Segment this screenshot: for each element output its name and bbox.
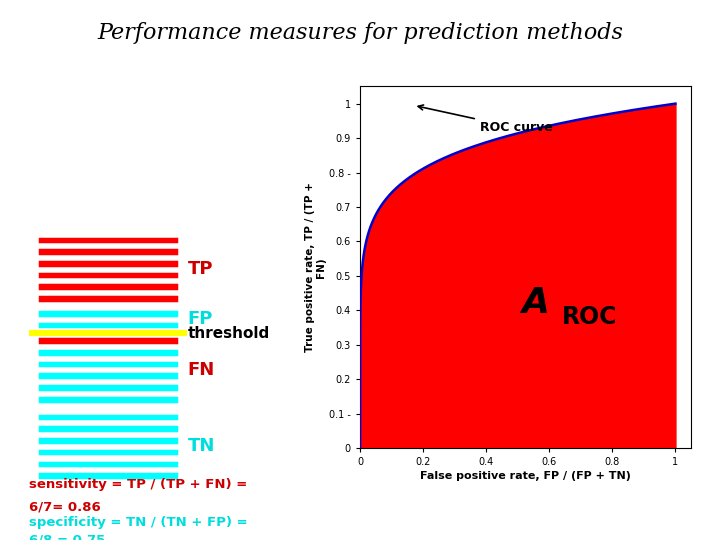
Text: 6/8 = 0.75: 6/8 = 0.75 <box>29 534 105 540</box>
Bar <box>37 247 179 256</box>
Bar <box>37 336 179 345</box>
Bar <box>37 235 179 244</box>
Text: specificity = TN / (TN + FP) =: specificity = TN / (TN + FP) = <box>29 516 248 529</box>
Bar <box>37 309 179 318</box>
Text: ROC curve: ROC curve <box>418 105 553 134</box>
Text: A: A <box>521 287 549 320</box>
Text: FP: FP <box>187 310 213 328</box>
Bar <box>37 282 179 291</box>
Bar <box>37 460 179 468</box>
Bar <box>37 348 179 357</box>
Bar <box>37 448 179 456</box>
Text: FN: FN <box>187 361 215 379</box>
Text: 6/7= 0.86: 6/7= 0.86 <box>29 500 101 514</box>
Bar <box>37 436 179 445</box>
Bar <box>37 471 179 480</box>
Text: sensitivity = TP / (TP + FN) =: sensitivity = TP / (TP + FN) = <box>29 478 247 491</box>
Bar <box>37 360 179 368</box>
Bar <box>37 271 179 279</box>
Bar <box>37 294 179 303</box>
Y-axis label: True positive rate, TP / (TP +
FN): True positive rate, TP / (TP + FN) <box>305 183 326 352</box>
Bar <box>37 372 179 380</box>
Bar <box>37 321 179 329</box>
Text: TN: TN <box>187 437 215 455</box>
Bar <box>37 424 179 433</box>
Text: threshold: threshold <box>187 326 270 341</box>
Bar <box>37 259 179 268</box>
Bar <box>37 383 179 392</box>
Text: Performance measures for prediction methods: Performance measures for prediction meth… <box>97 22 623 44</box>
Bar <box>37 395 179 403</box>
Text: TP: TP <box>187 260 213 278</box>
X-axis label: False positive rate, FP / (FP + TN): False positive rate, FP / (FP + TN) <box>420 471 631 481</box>
Text: ROC: ROC <box>562 305 617 329</box>
Bar <box>37 413 179 421</box>
